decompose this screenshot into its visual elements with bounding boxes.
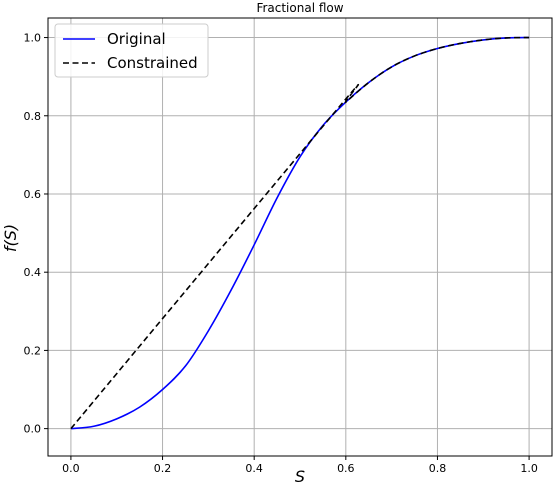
y-tick-label: 0.6 [24,188,42,201]
x-tick-label: 0.6 [337,462,355,475]
y-axis-label: f(S) [1,224,20,252]
legend-entry: Original [107,30,166,48]
x-tick-label: 1.0 [520,462,538,475]
chart-title: Fractional flow [256,1,343,15]
legend-entry: Constrained [107,54,198,72]
grid [48,18,552,456]
x-tick-label: 0.4 [245,462,263,475]
y-tick-label: 1.0 [24,32,42,45]
series-layer [70,36,530,430]
x-tick-label: 0.8 [429,462,447,475]
x-axis-label: S [295,467,305,484]
y-tick-label: 0.8 [24,110,42,123]
x-axis-ticks: 0.0 0.2 0.4 0.6 0.8 1.0 [62,456,538,475]
legend: Original Constrained [54,23,209,78]
series-line-constrained [70,36,530,430]
y-tick-label: 0.2 [24,344,42,357]
x-tick-label: 0.0 [62,462,80,475]
plot-frame [47,17,553,457]
y-tick-label: 0.0 [24,423,42,436]
y-axis-ticks: 0.0 0.2 0.4 0.6 0.8 1.0 [24,32,48,436]
x-tick-label: 0.2 [154,462,172,475]
series-line-original [70,36,530,430]
y-tick-label: 0.4 [24,266,42,279]
